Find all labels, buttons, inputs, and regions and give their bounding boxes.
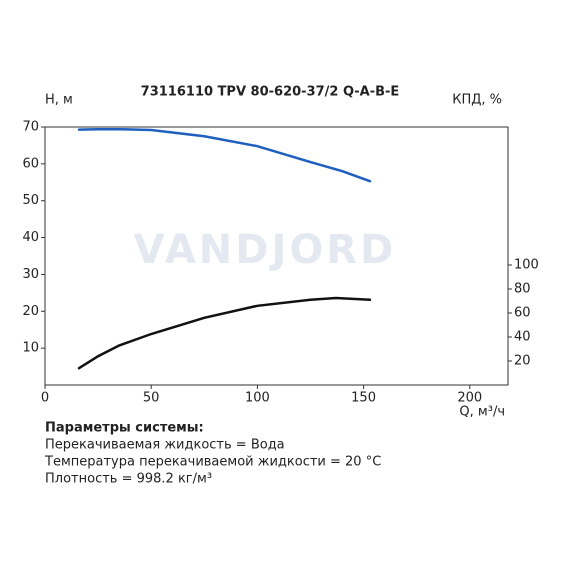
- x-tick-label: 50: [143, 391, 160, 406]
- y2-tick-label: 20: [514, 354, 531, 369]
- y-axis-label: H, м: [45, 93, 73, 108]
- y-tick-label: 50: [22, 193, 39, 208]
- watermark: VANDJORD: [134, 227, 397, 273]
- x-axis-label: Q, м³/ч: [459, 405, 505, 420]
- y-tick-label: 30: [22, 267, 39, 282]
- note: Плотность = 998.2 кг/м³: [45, 472, 212, 487]
- note: Перекачиваемая жидкость = Вода: [45, 438, 285, 453]
- chart-title: 73116110 TPV 80-620-37/2 Q-A-B-E: [141, 85, 400, 100]
- curve: [77, 296, 372, 370]
- plot-frame: [44, 126, 509, 386]
- note: Температура перекачиваемой жидкости = 20…: [44, 455, 381, 470]
- y2-tick-label: 100: [514, 258, 539, 273]
- y-tick-label: 60: [22, 156, 39, 171]
- y-tick-label: 10: [22, 341, 39, 356]
- curve: [77, 127, 372, 183]
- x-tick-label: 100: [245, 391, 270, 406]
- y-tick-label: 40: [22, 230, 39, 245]
- y2-tick-label: 80: [514, 282, 531, 297]
- x-tick-label: 200: [457, 391, 482, 406]
- note: Параметры системы:: [45, 421, 204, 436]
- y2-axis-label: КПД, %: [452, 93, 502, 108]
- y-tick-label: 20: [22, 304, 39, 319]
- y-tick-label: 70: [22, 120, 39, 135]
- y2-tick-label: 60: [514, 306, 531, 321]
- x-tick-label: 0: [41, 391, 49, 406]
- x-tick-label: 150: [351, 391, 376, 406]
- y2-tick-label: 40: [514, 330, 531, 345]
